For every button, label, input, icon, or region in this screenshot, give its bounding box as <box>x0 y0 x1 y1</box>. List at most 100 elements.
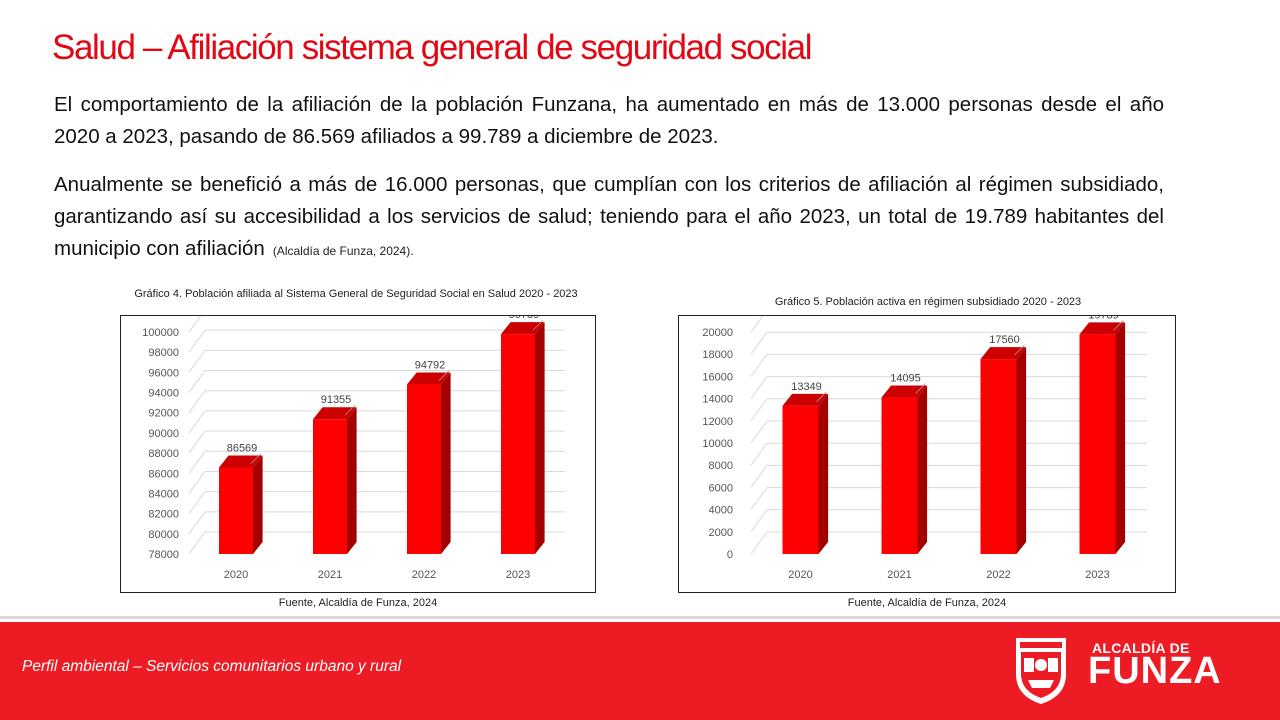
intro-paragraph: El comportamiento de la afiliación de la… <box>54 89 1164 153</box>
grid-diagonal <box>188 410 206 434</box>
data-label-leader <box>532 319 544 331</box>
bar-top <box>881 385 928 398</box>
bar-side <box>917 385 928 554</box>
bar-side <box>347 407 357 554</box>
bar-top <box>1079 322 1126 335</box>
footer-text: Perfil ambiental – Servicios comunitario… <box>22 658 402 675</box>
bar-side <box>1016 347 1027 554</box>
y-tick-label: 8000 <box>709 460 733 472</box>
data-label: 99789 <box>509 316 540 321</box>
chart-4-title: Gráfico 4. Población afiliada al Sistema… <box>134 288 578 300</box>
subsidy-paragraph: Anualmente se benefició a más de 16.000 … <box>54 169 1164 267</box>
grid-diagonal <box>750 376 768 399</box>
bar <box>501 334 535 554</box>
y-tick-label: 84000 <box>148 488 179 500</box>
y-tick-label: 0 <box>727 549 733 561</box>
x-tick-label: 2023 <box>1085 569 1109 581</box>
y-tick-label: 90000 <box>148 428 179 440</box>
grid-diagonal <box>750 354 768 377</box>
y-tick-label: 4000 <box>709 505 733 517</box>
data-label: 13349 <box>791 381 822 393</box>
y-tick-label: 6000 <box>709 482 733 494</box>
citation: (Alcaldía de Funza, 2024). <box>272 244 414 258</box>
footer-bar: Perfil ambiental – Servicios comunitario… <box>0 622 1280 720</box>
y-tick-label: 92000 <box>148 408 179 420</box>
grid-diagonal <box>188 450 206 474</box>
page-title: Salud – Afiliación sistema general de se… <box>52 28 812 67</box>
x-tick-label: 2023 <box>506 569 530 581</box>
bar-side <box>535 322 545 554</box>
bar-top <box>219 455 263 468</box>
grid-diagonal <box>188 350 206 373</box>
data-label-leader <box>438 370 450 381</box>
data-label: 94792 <box>415 360 446 372</box>
y-tick-label: 78000 <box>148 549 179 561</box>
grid-diagonal <box>188 471 206 494</box>
grid-diagonal <box>188 531 206 555</box>
bar <box>219 467 253 554</box>
footer-divider <box>0 616 1280 619</box>
y-tick-label: 80000 <box>148 529 179 541</box>
chart-4-svg: 78000 80000 82000 84000 86000 88000 90000 92000… <box>142 316 565 581</box>
data-label: 19789 <box>1088 316 1119 321</box>
y-tick-label: 2000 <box>709 527 733 539</box>
chart-4: 78000 80000 82000 84000 86000 88000 90000 92000… <box>120 315 596 593</box>
x-tick-label: 2021 <box>318 569 342 581</box>
y-tick-label: 94000 <box>148 388 179 400</box>
x-tick-label: 2020 <box>788 569 812 581</box>
data-label-leader <box>1014 344 1025 356</box>
y-tick-label: 16000 <box>702 371 733 383</box>
y-tick-label: 20000 <box>702 327 733 339</box>
data-label-leader <box>1113 320 1124 331</box>
bar <box>980 359 1017 554</box>
bar <box>1079 334 1116 554</box>
x-tick-label: 2020 <box>224 569 248 581</box>
data-label-leader <box>344 404 356 416</box>
y-tick-label: 12000 <box>702 416 733 428</box>
data-label: 86569 <box>227 443 258 455</box>
grid-diagonal <box>750 331 768 355</box>
chart-5-svg: 0 2000 4000 6000 8000 10000 12000 14000 16000 180… <box>702 316 1147 581</box>
data-label: 17560 <box>989 334 1020 346</box>
x-tick-label: 2022 <box>412 569 436 581</box>
grid-diagonal <box>750 509 768 533</box>
grid-diagonal <box>750 465 768 488</box>
y-tick-label: 100000 <box>142 327 179 339</box>
grid-diagonal <box>750 316 764 333</box>
paragraph-1-text: El comportamiento de la afiliación de la… <box>54 93 1164 148</box>
grid-diagonal <box>188 390 206 414</box>
y-tick-label: 18000 <box>702 349 733 361</box>
data-label-leader <box>915 383 926 394</box>
grid-diagonal <box>188 316 202 333</box>
bar <box>782 405 819 554</box>
bar <box>407 384 441 554</box>
chart-5: 0 2000 4000 6000 8000 10000 12000 14000 16000 180… <box>678 315 1176 593</box>
y-tick-label: 14000 <box>702 394 733 406</box>
data-label: 14095 <box>890 373 921 385</box>
bar-top <box>782 393 829 406</box>
grid-diagonal <box>750 420 768 444</box>
data-label-leader <box>250 453 262 464</box>
bar-top <box>407 372 451 385</box>
y-tick-label: 10000 <box>702 438 733 450</box>
grid-diagonal <box>188 511 206 535</box>
y-tick-label: 88000 <box>148 448 179 460</box>
bar-top <box>980 347 1027 360</box>
data-label: 91355 <box>321 394 352 406</box>
y-tick-label: 96000 <box>148 367 179 379</box>
bar <box>881 397 918 554</box>
grid-diagonal <box>188 329 206 353</box>
grid-diagonal <box>188 430 206 454</box>
logo-subtitle: ALCALDÍA DE <box>1092 640 1190 656</box>
y-tick-label: 82000 <box>148 509 179 521</box>
bar-top <box>313 407 357 420</box>
bar <box>313 419 347 554</box>
bar-side <box>253 455 263 554</box>
funza-shield-icon <box>1016 638 1066 704</box>
grid-diagonal <box>188 370 206 393</box>
bar-top <box>501 322 545 335</box>
y-tick-label: 86000 <box>148 468 179 480</box>
data-label-leader <box>816 391 827 403</box>
x-tick-label: 2021 <box>887 569 911 581</box>
chart-5-source: Fuente, Alcaldía de Funza, 2024 <box>847 597 1007 609</box>
